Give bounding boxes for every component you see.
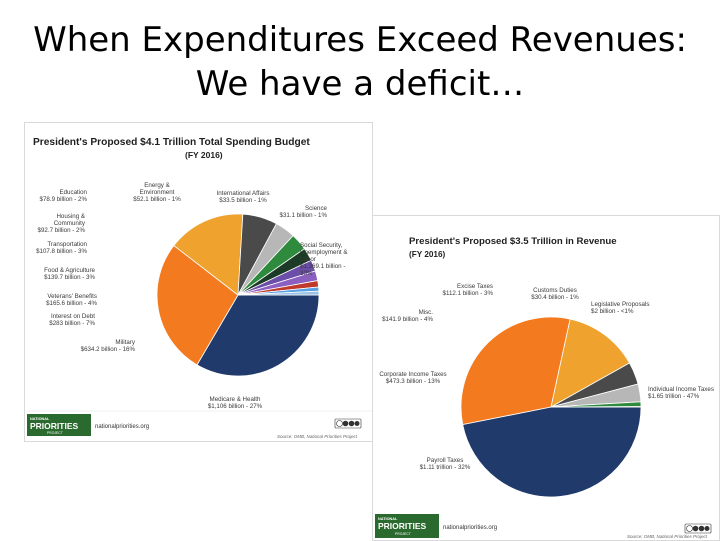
slice-label-military: Military$634.2 billion - 16%	[81, 339, 136, 353]
cc-license-icon	[335, 419, 361, 428]
slice-label-housing-community: Housing &Community$92.7 billion - 2%	[38, 213, 86, 234]
revenue-source: Source: OMB, National Priorities Project	[627, 534, 708, 539]
revenue-chart-title: President's Proposed $3.5 Trillion in Re…	[409, 236, 617, 247]
spending-pie	[157, 214, 319, 376]
npp-logo-line-3: PROJECT	[47, 431, 63, 435]
slice-label-science: Science$31.1 billion - 1%	[280, 205, 328, 219]
spending-site-link[interactable]: nationalpriorities.org	[95, 424, 149, 430]
slice-label-energy-environment: Energy &Environment$52.1 billion - 1%	[133, 182, 181, 203]
slice-label-customs-duties: Customs Duties$30.4 billion - 1%	[531, 287, 579, 301]
slice-label-international-affairs: International Affairs$33.5 billion - 1%	[217, 190, 270, 204]
revenue-chart-panel: President's Proposed $3.5 Trillion in Re…	[372, 215, 720, 541]
slice-label-veterans-benefits: Veterans' Benefits$165.6 billion - 4%	[46, 293, 97, 307]
slide-title-line-2: We have a deficit…	[0, 62, 720, 106]
slide-title: When Expenditures Exceed Revenues: We ha…	[0, 18, 720, 106]
slice-label-social-security-unemployment-labor: Social Security,Unemployment &Labor$1,36…	[300, 242, 348, 277]
pie-slice-individual-income-taxes	[463, 407, 641, 497]
slice-label-interest-on-debt: Interest on Debt$283 billion - 7%	[49, 313, 95, 327]
slice-label-individual-income-taxes: Individual Income Taxes$1.65 trillion - …	[648, 386, 714, 400]
slice-label-legislative-proposals: Legislative Proposals$2 billion - <1%	[591, 301, 649, 315]
slice-label-misc: Misc.$141.9 billion - 4%	[382, 309, 433, 323]
npp-logo-line-2: PRIORITIES	[378, 521, 427, 531]
slice-label-payroll-taxes: Payroll Taxes$1.11 trillion - 32%	[420, 457, 471, 471]
spending-chart-title: President's Proposed $4.1 Trillion Total…	[33, 137, 310, 148]
revenue-chart: President's Proposed $3.5 Trillion in Re…	[373, 216, 719, 540]
slice-label-food-agriculture: Food & Agriculture$139.7 billion - 3%	[44, 267, 95, 281]
slice-label-education: Education$78.9 billion - 2%	[40, 189, 88, 203]
npp-logo: NATIONAL PRIORITIES PROJECT	[27, 414, 91, 436]
spending-chart-panel: President's Proposed $4.1 Trillion Total…	[24, 122, 373, 442]
revenue-site-link[interactable]: nationalpriorities.org	[443, 525, 497, 531]
spending-source: Source: OMB, National Priorities Project	[277, 434, 358, 439]
revenue-pie	[461, 317, 641, 497]
slice-label-excise-taxes: Excise Taxes$112.1 billion - 3%	[443, 283, 494, 297]
slice-label-corporate-income-taxes: Corporate Income Taxes$473.3 billion - 1…	[379, 371, 446, 385]
npp-logo-line-2: PRIORITIES	[30, 421, 79, 431]
slice-label-transportation: Transportation$107.8 billion - 3%	[36, 241, 87, 255]
slide-title-line-1: When Expenditures Exceed Revenues:	[0, 18, 720, 62]
slice-label-medicare-health: Medicare & Health$1,106 billion - 27%	[208, 396, 263, 410]
npp-logo: NATIONAL PRIORITIES PROJECT	[375, 514, 439, 538]
spending-chart: President's Proposed $4.1 Trillion Total…	[25, 123, 372, 441]
spending-chart-year: (FY 2016)	[185, 150, 223, 160]
npp-logo-line-3: PROJECT	[395, 532, 411, 536]
revenue-chart-year: (FY 2016)	[409, 250, 446, 259]
cc-license-icon	[685, 524, 711, 533]
